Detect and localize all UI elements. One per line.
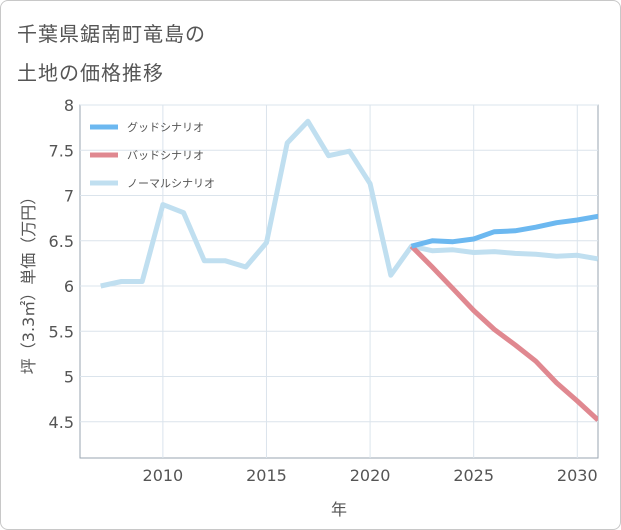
- legend-label-0: グッドシナリオ: [127, 120, 204, 134]
- x-tick-label: 2030: [557, 466, 598, 485]
- y-axis-title: 坪（3.3㎡）単価（万円）: [19, 189, 38, 374]
- x-tick-label: 2025: [453, 466, 494, 485]
- y-tick-label: 5.5: [49, 322, 74, 341]
- grid: [80, 104, 598, 458]
- series-line-2: [100, 118, 598, 289]
- y-tick-label: 8: [64, 96, 74, 115]
- axes: 2010 2015 2020 2025 2030 4.5 5 5.5 6 6.5 7 7.5 8: [49, 96, 598, 485]
- y-tick-label: 6: [64, 277, 74, 296]
- y-tick-label: 6.5: [49, 232, 74, 251]
- x-tick-label: 2020: [350, 466, 391, 485]
- x-tick-label: 2015: [246, 466, 287, 485]
- series-lines: [100, 118, 598, 422]
- y-tick-label: 7.5: [49, 141, 74, 160]
- x-axis-title: 年: [331, 500, 347, 519]
- chart-title-line-2: 土地の価格推移: [17, 61, 164, 85]
- legend-label-1: バッドシナリオ: [127, 149, 204, 162]
- y-tick-label: 7: [64, 187, 74, 206]
- y-tick-label: 4.5: [49, 413, 74, 432]
- series-line-0: [410, 213, 598, 249]
- legend-label-2: ノーマルシナリオ: [127, 177, 215, 190]
- x-tick-label: 2010: [143, 466, 184, 485]
- y-tick-label: 5: [64, 368, 74, 387]
- series-line-1: [409, 244, 598, 422]
- plot-area: [79, 104, 599, 459]
- chart-title-line-1: 千葉県鋸南町竜島の: [17, 22, 206, 46]
